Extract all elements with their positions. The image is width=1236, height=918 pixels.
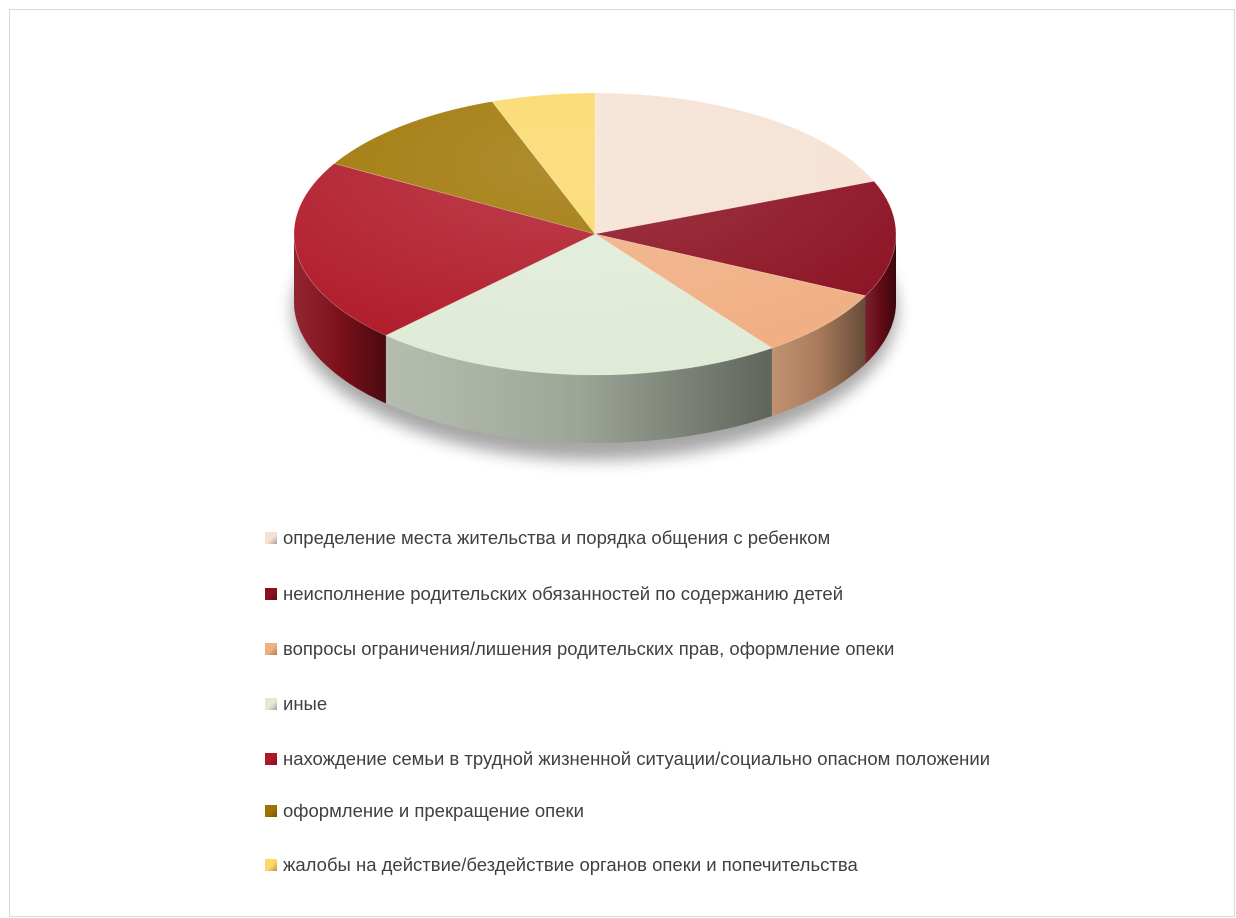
legend-item: оформление и прекращение опеки — [265, 799, 584, 823]
legend-marker — [265, 753, 277, 765]
legend-item: жалобы на действие/бездействие органов о… — [265, 853, 858, 877]
legend-label: вопросы ограничения/лишения родительских… — [283, 638, 895, 659]
legend-marker — [265, 588, 277, 600]
legend-label: нахождение семьи в трудной жизненной сит… — [283, 748, 991, 769]
legend-item: определение места жительства и порядка о… — [265, 526, 830, 550]
legend-marker — [265, 859, 277, 871]
legend-item: иные — [265, 692, 327, 716]
legend-item: неисполнение родительских обязанностей п… — [265, 582, 843, 606]
chart-area: определение места жительства и порядка о… — [9, 9, 1235, 917]
legend-label: неисполнение родительских обязанностей п… — [283, 583, 844, 604]
legend-marker — [265, 698, 277, 710]
legend-marker — [265, 643, 277, 655]
legend-label: жалобы на действие/бездействие органов о… — [283, 854, 858, 875]
pie-slice-side-shading — [385, 335, 772, 443]
pie-chart — [293, 92, 897, 460]
legend-marker — [265, 805, 277, 817]
legend-label: определение места жительства и порядка о… — [283, 527, 831, 548]
legend-marker — [265, 532, 277, 544]
legend-item: вопросы ограничения/лишения родительских… — [265, 637, 894, 661]
legend-item: нахождение семьи в трудной жизненной сит… — [265, 747, 1043, 771]
legend-label: иные — [283, 693, 328, 714]
legend-label: оформление и прекращение опеки — [283, 800, 584, 821]
